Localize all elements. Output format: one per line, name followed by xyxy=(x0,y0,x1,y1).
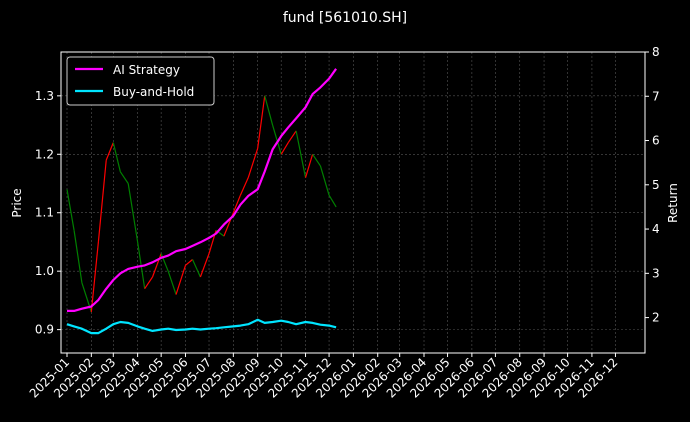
y-tick-label-right: 5 xyxy=(652,178,660,192)
y-tick-label-left: 1.3 xyxy=(35,89,54,103)
price-bar xyxy=(319,165,330,196)
price-bar xyxy=(105,142,114,161)
legend-label-ai-strategy: AI Strategy xyxy=(113,63,180,77)
price-bar xyxy=(271,124,282,155)
y-tick-label-right: 4 xyxy=(652,222,660,236)
legend-label-buy-and-hold: Buy-and-Hold xyxy=(113,85,194,99)
price-bar xyxy=(185,259,193,266)
chart-title: fund [561010.SH] xyxy=(283,10,407,26)
y-tick-label-right: 2 xyxy=(652,311,660,325)
legend: AI Strategy Buy-and-Hold xyxy=(66,56,215,106)
price-bar xyxy=(199,253,210,278)
price-bar xyxy=(264,95,274,126)
price-bar xyxy=(295,130,307,178)
price-bar xyxy=(127,183,139,243)
y-tick-label-left: 1.2 xyxy=(35,147,54,161)
right-axis: 2 3 4 5 6 7 8 xyxy=(645,45,660,325)
price-bar xyxy=(73,230,83,283)
price-bar xyxy=(257,95,266,149)
price-bar xyxy=(312,153,321,167)
price-bar xyxy=(287,130,297,143)
price-bar xyxy=(90,241,99,313)
price-bar xyxy=(280,142,289,155)
y-axis-label-right: Return xyxy=(666,183,680,223)
y-axis-label-left: Price xyxy=(10,188,24,217)
y-tick-label-left: 1.1 xyxy=(35,206,54,220)
price-bar xyxy=(119,171,129,184)
price-bar xyxy=(304,154,314,178)
price-bar xyxy=(175,265,187,295)
y-tick-label-left: 0.9 xyxy=(35,323,54,337)
left-axis: 0.9 1.0 1.1 1.2 1.3 xyxy=(35,89,61,337)
price-bar xyxy=(167,270,177,295)
price-bar xyxy=(66,189,75,231)
price-bars xyxy=(66,95,337,313)
y-tick-label-left: 1.0 xyxy=(35,264,54,278)
series-ai-strategy xyxy=(67,68,337,312)
return-series xyxy=(66,68,337,335)
price-bar xyxy=(112,142,121,172)
price-bar xyxy=(247,148,259,178)
y-tick-label-right: 3 xyxy=(652,266,660,280)
y-tick-label-right: 7 xyxy=(652,89,660,103)
price-bar xyxy=(144,276,154,290)
y-tick-label-right: 8 xyxy=(652,45,660,59)
price-bar xyxy=(328,194,337,208)
price-bar xyxy=(239,177,249,196)
series-buy-and-hold xyxy=(66,318,337,335)
price-bar xyxy=(191,259,201,278)
price-bar xyxy=(97,160,107,243)
y-tick-label-right: 6 xyxy=(652,134,660,148)
price-bar xyxy=(232,194,241,213)
legend-box xyxy=(66,56,215,106)
